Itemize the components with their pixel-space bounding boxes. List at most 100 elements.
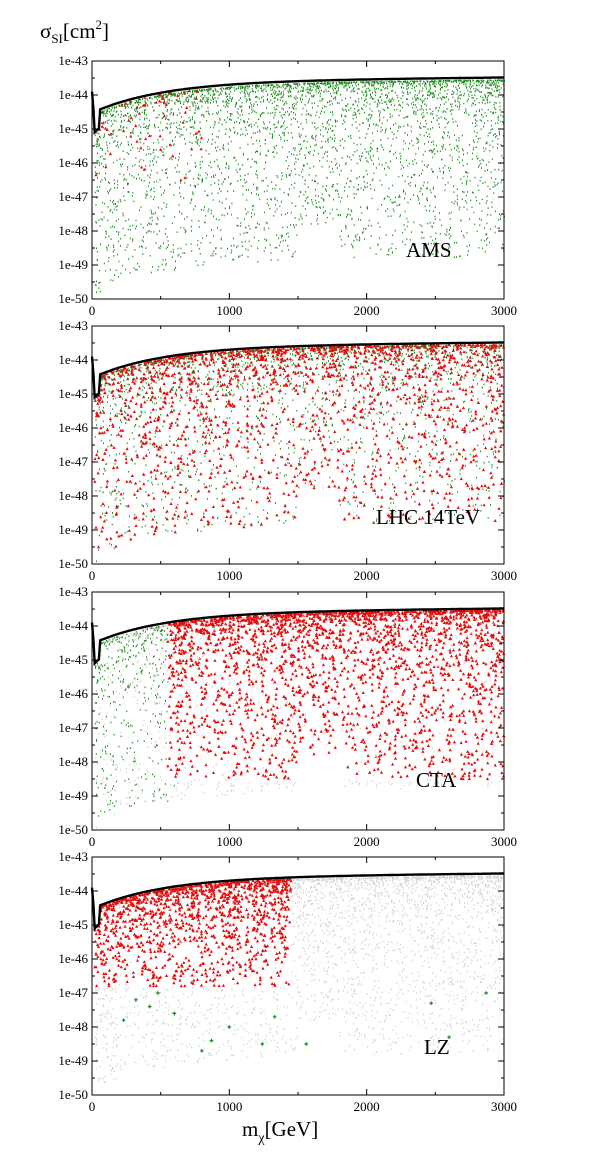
green-point xyxy=(497,80,499,82)
green-point xyxy=(208,90,210,92)
green-point xyxy=(365,94,367,97)
green-point xyxy=(132,224,134,227)
green-point xyxy=(424,150,426,153)
green-point xyxy=(175,260,176,263)
green-point xyxy=(478,90,480,93)
green-point xyxy=(137,135,139,137)
green-point xyxy=(365,95,367,98)
green-point xyxy=(288,174,290,177)
green-point xyxy=(412,144,414,147)
green-point xyxy=(206,120,208,122)
green-point xyxy=(102,512,104,515)
green-point xyxy=(147,174,149,177)
green-point xyxy=(464,79,466,82)
highlight-point xyxy=(94,173,98,177)
green-point xyxy=(415,106,417,109)
green-point xyxy=(323,90,325,93)
green-point xyxy=(208,208,210,210)
green-point xyxy=(450,109,452,111)
green-point xyxy=(315,82,317,85)
green-point xyxy=(332,171,334,173)
green-point xyxy=(348,81,350,84)
green-point xyxy=(465,108,467,110)
green-point xyxy=(325,140,327,143)
green-point xyxy=(292,136,293,139)
green-point xyxy=(155,242,157,244)
green-point xyxy=(252,85,253,87)
green-point xyxy=(391,115,393,117)
green-point xyxy=(346,379,348,382)
green-point xyxy=(158,141,160,144)
green-point xyxy=(252,143,254,145)
green-point xyxy=(201,178,203,181)
highlight-point xyxy=(407,367,411,371)
green-point xyxy=(277,93,279,95)
green-point xyxy=(155,223,157,225)
green-point xyxy=(113,130,115,133)
highlight-point xyxy=(194,358,198,362)
highlight-point xyxy=(306,472,310,475)
green-point xyxy=(483,351,485,354)
green-point xyxy=(263,250,265,252)
green-point xyxy=(151,219,153,222)
green-point xyxy=(312,86,314,88)
green-point xyxy=(194,185,196,187)
green-point xyxy=(190,154,192,157)
green-point xyxy=(446,108,448,110)
green-point xyxy=(160,186,162,188)
green-point xyxy=(371,114,373,116)
green-point xyxy=(205,110,207,113)
green-point xyxy=(110,226,112,229)
green-point xyxy=(216,391,218,393)
highlight-point xyxy=(394,366,398,370)
green-point xyxy=(319,95,321,98)
green-point xyxy=(311,201,313,204)
highlight-point xyxy=(436,374,440,378)
green-point xyxy=(197,107,199,109)
green-point xyxy=(468,95,470,98)
green-point xyxy=(339,200,341,203)
green-point xyxy=(458,139,460,142)
green-point xyxy=(127,112,129,115)
green-point xyxy=(439,212,440,214)
green-point xyxy=(371,96,373,98)
green-point xyxy=(367,207,368,210)
green-point xyxy=(409,249,411,251)
green-point xyxy=(346,105,348,107)
green-point xyxy=(196,132,198,135)
green-point xyxy=(425,104,427,107)
green-point xyxy=(146,125,148,127)
green-point xyxy=(309,167,311,169)
green-point xyxy=(410,176,412,178)
green-point xyxy=(289,174,291,177)
green-point xyxy=(196,143,198,145)
green-point xyxy=(340,169,342,172)
green-point xyxy=(477,184,479,187)
green-point xyxy=(227,352,229,354)
green-point xyxy=(448,169,450,172)
green-point xyxy=(364,85,366,87)
green-point xyxy=(211,388,213,391)
green-point xyxy=(279,244,281,247)
green-point xyxy=(436,452,438,454)
green-point xyxy=(274,188,276,190)
green-point xyxy=(183,101,185,103)
green-point xyxy=(299,136,301,138)
green-point xyxy=(317,126,319,129)
green-point xyxy=(198,247,200,250)
green-point xyxy=(465,110,467,112)
green-point xyxy=(467,254,469,256)
green-point xyxy=(347,235,349,237)
green-point xyxy=(426,108,427,111)
green-point xyxy=(113,110,115,112)
green-point xyxy=(225,101,227,103)
green-point xyxy=(468,79,469,82)
green-point xyxy=(294,217,296,219)
green-point xyxy=(491,84,493,87)
highlight-point xyxy=(153,468,157,472)
green-point xyxy=(178,108,180,111)
green-point xyxy=(302,88,304,90)
green-point xyxy=(300,90,302,92)
green-point xyxy=(471,484,473,486)
green-point xyxy=(141,111,143,114)
